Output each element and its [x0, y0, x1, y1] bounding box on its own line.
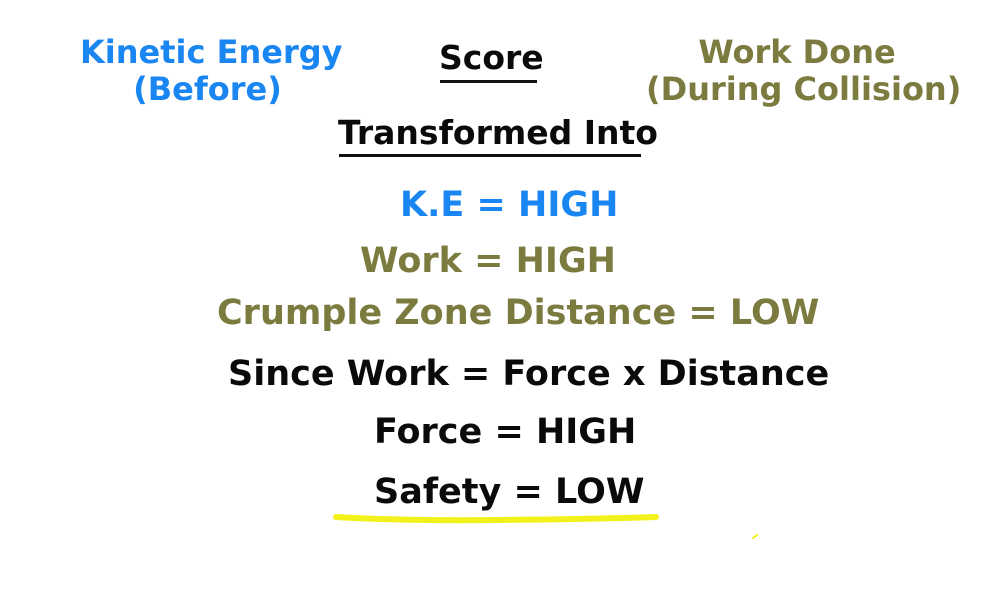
work-formula-statement: Since Work = Force x Distance	[228, 354, 830, 394]
transformed-into-underline	[339, 154, 641, 157]
score-heading: Score	[439, 38, 544, 77]
work-done-heading: Work Done (During Collision)	[646, 33, 962, 108]
kinetic-energy-title: Kinetic Energy	[80, 33, 343, 71]
highlight-stroke	[333, 514, 659, 524]
crumple-zone-statement: Crumple Zone Distance = LOW	[217, 293, 820, 333]
highlight-mark	[752, 534, 758, 539]
work-done-title: Work Done	[698, 33, 896, 71]
work-statement: Work = HIGH	[360, 241, 616, 281]
transformed-into-heading: Transformed Into	[338, 113, 658, 152]
safety-statement: Safety = LOW	[374, 472, 645, 512]
kinetic-energy-subtitle: (Before)	[133, 70, 282, 108]
work-done-subtitle: (During Collision)	[646, 70, 962, 108]
kinetic-energy-heading: Kinetic Energy (Before)	[80, 33, 343, 108]
ke-statement: K.E = HIGH	[400, 185, 619, 225]
force-statement: Force = HIGH	[374, 412, 637, 452]
score-underline	[440, 80, 537, 83]
